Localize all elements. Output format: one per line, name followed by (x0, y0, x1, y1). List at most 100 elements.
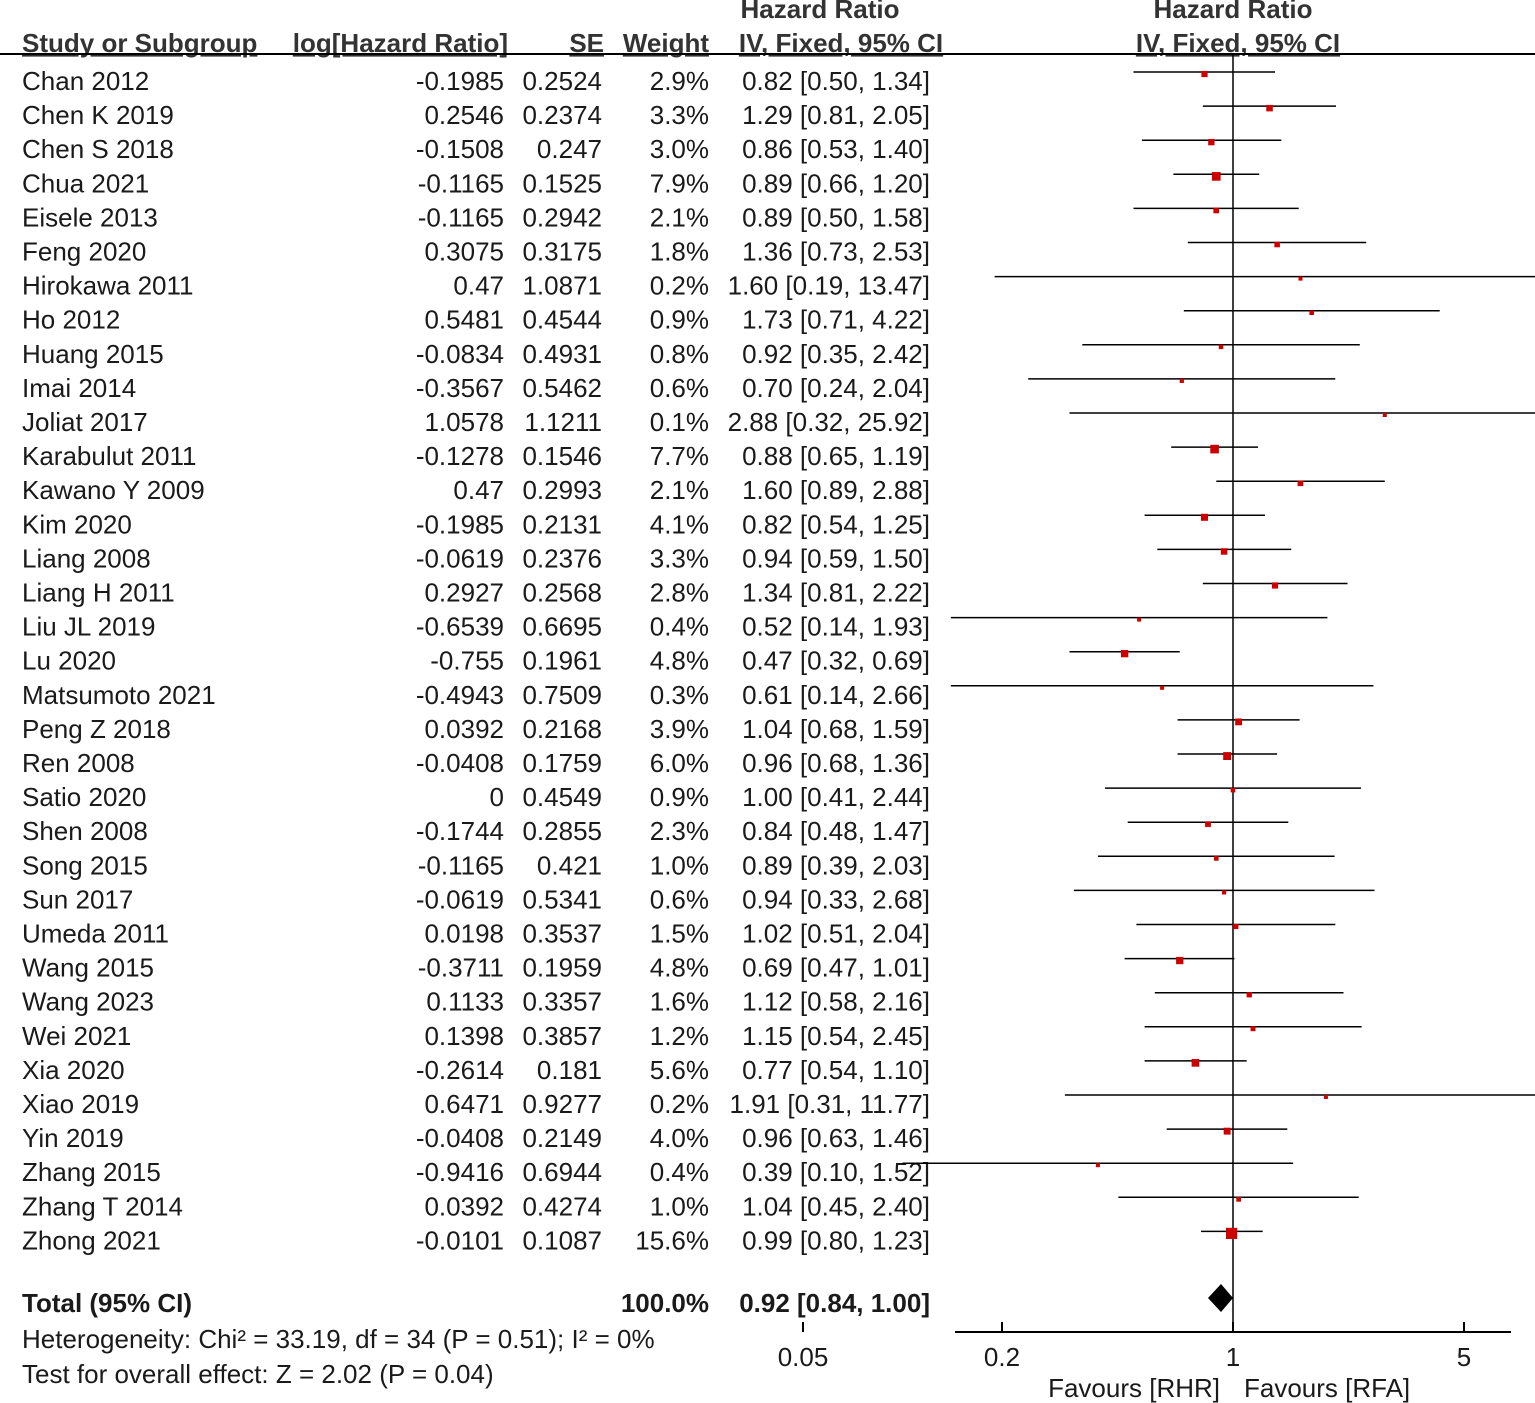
total-ci: 0.92 [0.84, 1.00] (739, 1288, 930, 1318)
effect-square (1246, 992, 1252, 998)
weight-value: 3.9% (650, 714, 709, 744)
log-hr-value: 0.1398 (424, 1021, 504, 1051)
study-row: Hirokawa 2011 0.47 1.0871 0.2% 1.60 [0.19, 1… (22, 271, 930, 301)
effect-square (1236, 1197, 1241, 1202)
total-label: Total (95% CI) (22, 1288, 192, 1318)
study-name: Xia 2020 (22, 1055, 125, 1085)
se-value: 0.2131 (522, 509, 602, 539)
hr-ci-value: 0.82 [0.54, 1.25] (742, 509, 930, 539)
x-tick-label: 1 (1226, 1342, 1240, 1372)
log-hr-value: 0 (490, 782, 504, 812)
weight-value: 4.8% (650, 646, 709, 676)
weight-value: 0.8% (650, 339, 709, 369)
se-value: 0.2376 (522, 543, 602, 573)
se-value: 0.4544 (522, 305, 602, 335)
study-name: Hirokawa 2011 (22, 271, 194, 301)
hr-ci-value: 0.92 [0.35, 2.42] (742, 339, 930, 369)
se-value: 0.1546 (522, 441, 602, 471)
weight-value: 1.6% (650, 987, 709, 1017)
hr-ci-value: 0.77 [0.54, 1.10] (742, 1055, 930, 1085)
study-rows: Chan 2012 -0.1985 0.2524 2.9% 0.82 [0.50, 1.… (22, 66, 930, 1255)
effect-square (1211, 172, 1221, 181)
log-hr-value: -0.1508 (416, 134, 504, 164)
study-row: Shen 2008 -0.1744 0.2855 2.3% 0.84 [0.48, 1.… (22, 816, 930, 846)
study-name: Peng Z 2018 (22, 714, 171, 744)
study-row: Chua 2021 -0.1165 0.1525 7.9% 0.89 [0.66, 1.… (22, 168, 930, 198)
effect-square (1223, 1127, 1231, 1135)
effect-square (1250, 1026, 1256, 1032)
hr-ci-value: 1.29 [0.81, 2.05] (742, 100, 930, 130)
effect-square (1298, 276, 1303, 281)
study-name: Liang 2008 (22, 543, 151, 573)
hr-ci-value: 1.00 [0.41, 2.44] (742, 782, 930, 812)
study-row: Kawano Y 2009 0.47 0.2993 2.1% 1.60 [0.89, 2… (22, 475, 930, 505)
effect-square (1309, 310, 1314, 315)
study-name: Zhang 2015 (22, 1157, 161, 1187)
study-row: Liang 2008 -0.0619 0.2376 3.3% 0.94 [0.59, 1… (22, 543, 930, 573)
log-hr-value: -0.3567 (416, 373, 504, 403)
study-name: Zhang T 2014 (22, 1191, 183, 1221)
log-hr-value: -0.0408 (416, 748, 504, 778)
hr-ci-value: 1.73 [0.71, 4.22] (742, 305, 930, 335)
study-row: Umeda 2011 0.0198 0.3537 1.5% 1.02 [0.51, 2.… (22, 919, 930, 949)
log-hr-value: -0.1165 (418, 168, 504, 198)
study-name: Satio 2020 (22, 782, 146, 812)
study-name: Kawano Y 2009 (22, 475, 205, 505)
log-hr-value: -0.1985 (416, 66, 504, 96)
hr-ci-value: 0.89 [0.50, 1.58] (742, 202, 930, 232)
study-row: Zhang 2015 -0.9416 0.6944 0.4% 0.39 [0.10, 1… (22, 1157, 930, 1187)
log-hr-value: 0.3075 (424, 237, 504, 267)
hr-ci-value: 1.34 [0.81, 2.22] (742, 578, 930, 608)
study-name: Matsumoto 2021 (22, 680, 216, 710)
effect-square (1176, 956, 1184, 965)
hr-ci-value: 1.60 [0.89, 2.88] (742, 475, 930, 505)
study-name: Yin 2019 (22, 1123, 124, 1153)
weight-value: 0.3% (650, 680, 709, 710)
log-hr-value: -0.1985 (416, 509, 504, 539)
log-hr-value: 0.0392 (424, 1191, 504, 1221)
weight-value: 4.1% (650, 509, 709, 539)
se-value: 0.2993 (522, 475, 602, 505)
weight-value: 0.6% (650, 884, 709, 914)
effect-square (1230, 787, 1236, 793)
hr-ci-value: 0.86 [0.53, 1.40] (742, 134, 930, 164)
effect-square (1266, 104, 1273, 112)
study-row: Liang H 2011 0.2927 0.2568 2.8% 1.34 [0.81, … (22, 578, 930, 608)
se-value: 0.421 (537, 850, 602, 880)
study-row: Lu 2020 -0.755 0.1961 4.8% 0.47 [0.32, 0.69] (22, 646, 930, 676)
effect-square (1213, 207, 1220, 214)
study-row: Zhong 2021 -0.0101 0.1087 15.6% 0.99 [0.80, … (22, 1225, 930, 1255)
effect-square (1222, 890, 1227, 895)
study-row: Huang 2015 -0.0834 0.4931 0.8% 0.92 [0.35, 2… (22, 339, 930, 369)
study-name: Karabulut 2011 (22, 441, 196, 471)
effect-square (1226, 1227, 1238, 1239)
hr-ci-value: 1.04 [0.45, 2.40] (742, 1191, 930, 1221)
study-row: Xia 2020 -0.2614 0.181 5.6% 0.77 [0.54, 1.10… (22, 1055, 930, 1085)
se-value: 0.5462 (522, 373, 602, 403)
study-name: Imai 2014 (22, 373, 136, 403)
effect-square (1179, 378, 1184, 383)
hr-ci-value: 1.15 [0.54, 2.45] (742, 1021, 930, 1051)
favours-right-label: Favours [RFA] (1244, 1373, 1410, 1403)
study-row: Karabulut 2011 -0.1278 0.1546 7.7% 0.88 [0.6… (22, 441, 930, 471)
weight-value: 7.7% (650, 441, 709, 471)
log-hr-value: -0.3711 (418, 953, 504, 983)
log-hr-value: 0.5481 (424, 305, 504, 335)
study-row: Wang 2015 -0.3711 0.1959 4.8% 0.69 [0.47, 1.… (22, 953, 930, 983)
weight-value: 3.0% (650, 134, 709, 164)
effect-square (1274, 241, 1280, 248)
hr-ci-value: 0.39 [0.10, 1.52] (742, 1157, 930, 1187)
weight-value: 3.3% (650, 543, 709, 573)
study-row: Eisele 2013 -0.1165 0.2942 2.1% 0.89 [0.50, … (22, 202, 930, 232)
heterogeneity-text: Heterogeneity: Chi² = 33.19, df = 34 (P … (22, 1324, 655, 1354)
study-row: Matsumoto 2021 -0.4943 0.7509 0.3% 0.61 [0.1… (22, 680, 930, 710)
x-tick-label: 5 (1457, 1342, 1471, 1372)
study-row: Satio 2020 0 0.4549 0.9% 1.00 [0.41, 2.44] (22, 782, 930, 812)
log-hr-value: -0.0619 (416, 543, 504, 573)
weight-value: 2.3% (650, 816, 709, 846)
study-name: Ho 2012 (22, 305, 120, 335)
se-value: 0.7509 (522, 680, 602, 710)
se-value: 0.2568 (522, 578, 602, 608)
weight-value: 0.4% (650, 612, 709, 642)
se-value: 0.2942 (522, 202, 602, 232)
